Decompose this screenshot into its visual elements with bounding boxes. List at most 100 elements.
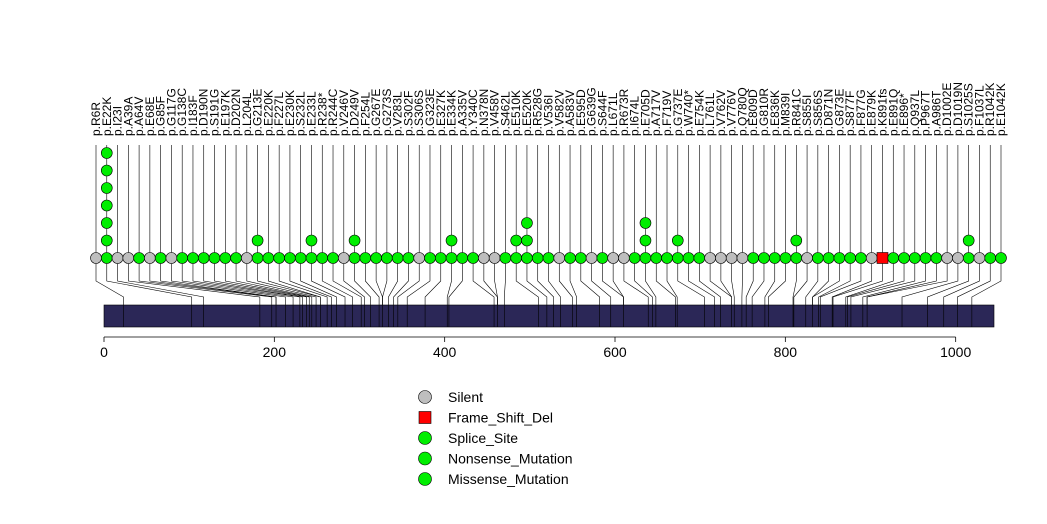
mutation-label: p.D249V	[348, 89, 362, 136]
mutation-head-circle	[100, 147, 113, 159]
mutation-head-circle	[639, 234, 652, 247]
connector-line	[365, 258, 380, 305]
connector-line	[515, 258, 539, 305]
mutation-label: p.G213E	[251, 89, 265, 136]
mutation-label: p.W740*	[682, 90, 696, 136]
mutation-label: p.G273S	[380, 89, 394, 136]
mutation-head-circle	[607, 252, 619, 264]
connector-line	[745, 258, 754, 305]
mutation-head-circle	[144, 252, 156, 264]
mutation-label: p.E510K	[509, 90, 523, 136]
mutation-head-circle	[305, 252, 318, 264]
mutation-label: p.E327K	[434, 90, 448, 136]
mutation-head-circle	[456, 252, 469, 264]
mutation-label: p.V536I	[542, 95, 556, 136]
mutation-label: p.D1019N	[951, 82, 965, 136]
mutation-label: p.A64V	[132, 97, 146, 136]
mutation-label: p.D1002E	[940, 83, 954, 136]
connector-line	[832, 258, 883, 305]
mutation-head-circle	[488, 252, 501, 264]
mutation-head-circle	[133, 252, 145, 264]
connector-line	[819, 258, 862, 305]
mutation-head-circle	[833, 252, 846, 264]
mutation-head-circle	[348, 234, 361, 247]
mutation-head-circle	[973, 252, 986, 264]
mutation-label: p.S306S	[412, 90, 426, 136]
mutation-label: p.G85F	[154, 96, 168, 136]
connector-line	[311, 258, 346, 305]
connector-line	[235, 258, 313, 305]
mutation-label: p.V762V	[714, 90, 728, 136]
mutation-label: p.S232L	[294, 91, 308, 136]
connector-line	[793, 258, 808, 305]
mutation-label: p.V582V	[552, 90, 566, 136]
mutation-label: p.E595D	[574, 89, 588, 136]
mutation-head-circle	[424, 252, 436, 264]
mutation-label: p.E22K	[100, 97, 114, 136]
mutation-head-circle	[585, 252, 598, 264]
mutation-label: p.E836K	[768, 90, 782, 136]
mutation-head-circle	[704, 252, 716, 264]
connector-line	[699, 258, 721, 305]
mutation-head-circle	[402, 252, 415, 264]
connector-line	[321, 258, 353, 305]
legend: Silent Frame_Shift_Del Splice_Site Nonsense…	[418, 389, 573, 487]
mutation-label: p.S644F	[595, 91, 609, 136]
mutation-head-circle	[639, 217, 652, 229]
mutation-head-circle	[930, 252, 943, 264]
connector-line	[862, 258, 926, 305]
connector-line	[731, 258, 735, 305]
mutation-head-circle	[919, 252, 932, 264]
connector-line	[927, 258, 969, 305]
connector-line	[768, 258, 786, 305]
mutation-head-circle	[111, 252, 124, 264]
connector-line	[160, 258, 277, 305]
mutation-head-square	[876, 252, 889, 264]
connector-line	[805, 258, 819, 305]
connector-line	[181, 258, 294, 305]
connector-line	[494, 258, 498, 305]
mutation-head-circle	[596, 252, 609, 264]
mutation-head-circle	[187, 252, 199, 264]
mutation-label: p.R6R	[89, 102, 103, 136]
mutation-head-circle	[413, 252, 426, 264]
mutation-label: p.R841C	[789, 88, 803, 136]
connector-line	[847, 258, 905, 305]
mutation-head-circle	[197, 252, 210, 264]
mutation-label: p.E233L	[304, 91, 318, 136]
connector-line	[388, 258, 398, 305]
mutation-head-circle	[100, 217, 113, 229]
connector-line	[117, 258, 204, 305]
mutation-label: p.K891fs	[875, 89, 889, 136]
mutation-label: p.S302F	[401, 91, 415, 136]
connector-line	[812, 258, 829, 305]
connector-line	[382, 258, 388, 305]
mutation-head-circle	[305, 234, 318, 247]
mutation-label: p.E879K	[865, 90, 879, 136]
mutation-label: p.G639G	[585, 87, 599, 136]
mutation-head-circle	[790, 252, 803, 264]
mutation-head-circle	[822, 252, 835, 264]
connector-line	[677, 258, 705, 305]
mutation-head-circle	[154, 252, 167, 264]
mutation-label: p.G737E	[671, 89, 685, 136]
mutation-label: p.A717V	[649, 90, 663, 136]
legend-label: Silent	[448, 389, 483, 405]
connector-line	[171, 258, 286, 305]
mutation-head-circle	[100, 234, 113, 247]
mutation-head-circle	[661, 252, 673, 264]
mutation-head-circle	[768, 252, 781, 264]
x-axis-tick-label: 1000	[940, 344, 971, 360]
mutation-head-circle	[521, 217, 533, 229]
connector-line	[591, 258, 612, 305]
mutation-head-circle	[962, 234, 975, 247]
connector-line	[128, 258, 261, 305]
mutation-head-circle	[445, 252, 458, 264]
mutation-head-circle	[230, 252, 242, 264]
mutation-labels: p.R6Rp.E22Kp.I23Ip.A39Ap.A64Vp.E68Ep.G85…	[89, 82, 1008, 136]
mutation-head-circle	[176, 252, 188, 264]
connector-line	[645, 258, 657, 305]
connector-line	[424, 258, 442, 305]
mutation-label: p.G138C	[175, 88, 189, 136]
connector-line	[569, 258, 577, 305]
